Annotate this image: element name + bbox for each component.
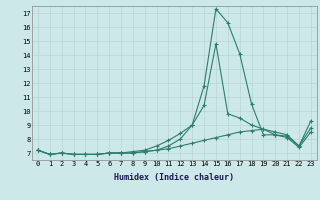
X-axis label: Humidex (Indice chaleur): Humidex (Indice chaleur) (115, 173, 234, 182)
